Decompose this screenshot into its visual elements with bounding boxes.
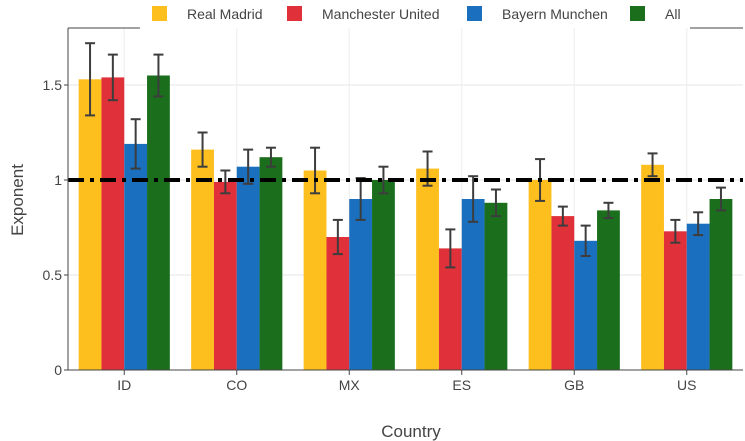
legend-label: All: [665, 6, 681, 22]
bar: [124, 143, 148, 370]
legend-label: Real Madrid: [187, 6, 262, 22]
bar: [349, 199, 373, 370]
bars-layer: [78, 75, 733, 371]
x-tick-label: GB: [564, 377, 584, 393]
bar: [259, 157, 283, 370]
legend-swatch: [287, 6, 302, 21]
bar: [147, 75, 170, 370]
x-tick-label: ID: [117, 377, 131, 393]
bar: [326, 237, 350, 370]
bar: [484, 202, 508, 370]
bar: [528, 180, 552, 370]
bar: [372, 180, 395, 370]
y-tick-label: 0.5: [43, 267, 63, 283]
x-tick-label: US: [677, 377, 696, 393]
bar: [101, 77, 125, 371]
x-tick-label: ES: [452, 377, 471, 393]
bar: [574, 240, 598, 370]
bar: [213, 181, 237, 370]
bar: [191, 149, 214, 370]
bar: [303, 170, 327, 370]
bar: [236, 166, 260, 370]
bar: [597, 210, 620, 370]
bar: [709, 199, 733, 370]
y-tick-label: 1.5: [43, 77, 63, 93]
y-tick-label: 1: [54, 172, 62, 188]
error-bars-layer: [85, 42, 726, 269]
bar: [416, 168, 439, 370]
y-tick-label: 0: [54, 362, 62, 378]
bar: [551, 216, 575, 370]
bar: [438, 248, 462, 370]
legend-swatch: [467, 6, 482, 21]
x-tick-label: MX: [339, 377, 361, 393]
tick-labels-layer: 0 0.5 1 1.5 ID CO MX ES GB US: [43, 77, 697, 393]
bar: [78, 79, 102, 371]
legend: Real Madrid Manchester United Bayern Munch…: [152, 6, 681, 22]
y-axis-title: Exponent: [8, 164, 27, 236]
axes-layer: [64, 27, 743, 375]
legend-label: Bayern Munchen: [502, 6, 608, 22]
x-tick-label: CO: [226, 377, 247, 393]
x-axis-title: Country: [381, 422, 441, 441]
bar: [461, 199, 485, 370]
legend-swatch: [630, 6, 645, 21]
legend-label: Manchester United: [322, 6, 440, 22]
bar: [641, 164, 664, 370]
bar: [686, 223, 710, 370]
legend-swatch: [152, 6, 167, 21]
bar: [663, 231, 687, 370]
